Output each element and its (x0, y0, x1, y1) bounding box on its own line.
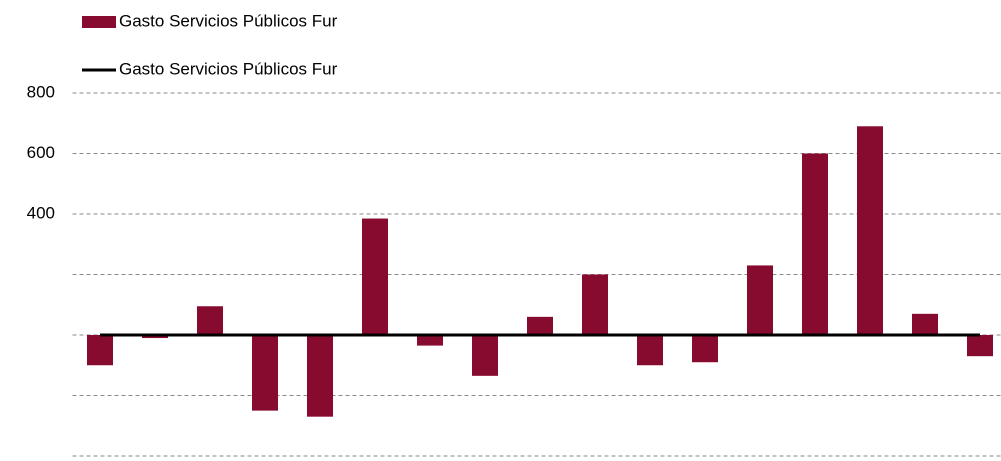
bar (967, 335, 993, 357)
bar (472, 335, 498, 376)
bar (582, 274, 608, 335)
legend-label: Gasto Servicios Públicos Fur (119, 59, 338, 78)
bar (362, 218, 388, 335)
y-tick-label: 800 (27, 82, 55, 101)
bar (527, 316, 553, 335)
bar (252, 335, 278, 411)
bar (307, 335, 333, 417)
legend-label: Gasto Servicios Públicos Fur (119, 11, 338, 30)
bar (692, 335, 718, 363)
bar (637, 335, 663, 366)
legend-swatch (82, 16, 116, 28)
y-tick-label: 400 (27, 203, 55, 222)
bar (857, 126, 883, 336)
bar (87, 335, 113, 366)
bar (747, 265, 773, 335)
bar (802, 153, 828, 335)
y-tick-label: 600 (27, 143, 55, 162)
bar (417, 335, 443, 346)
bar (197, 306, 223, 335)
bar (912, 313, 938, 335)
bar (142, 335, 168, 339)
